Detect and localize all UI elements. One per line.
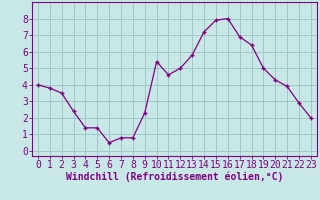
X-axis label: Windchill (Refroidissement éolien,°C): Windchill (Refroidissement éolien,°C) xyxy=(66,172,283,182)
